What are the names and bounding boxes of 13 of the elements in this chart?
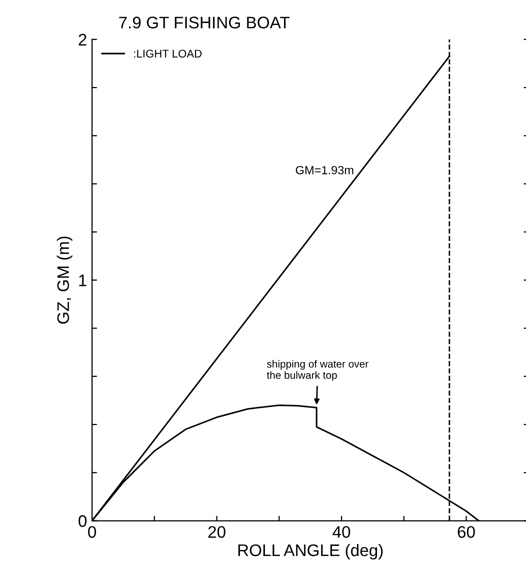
chart-title: 7.9 GT FISHING BOAT [119, 16, 290, 28]
x-axis-title: ROLL ANGLE (deg) [238, 544, 383, 560]
y-tick-label: 1 [79, 274, 86, 286]
annotation: GM=1.93m [296, 166, 354, 174]
legend-label: :LIGHT LOAD [134, 50, 202, 58]
x-tick-label: 40 [332, 526, 350, 538]
x-tick-label: 20 [208, 526, 226, 538]
x-tick-label: 0 [88, 526, 96, 538]
y-axis-title: GZ, GM (m) [56, 236, 72, 324]
y-tick-label: 2 [78, 34, 86, 46]
x-tick-label: 60 [458, 526, 475, 538]
annotation: shipping of water over the bulwark top [266, 360, 368, 381]
y-tick-label: 0 [78, 515, 87, 527]
